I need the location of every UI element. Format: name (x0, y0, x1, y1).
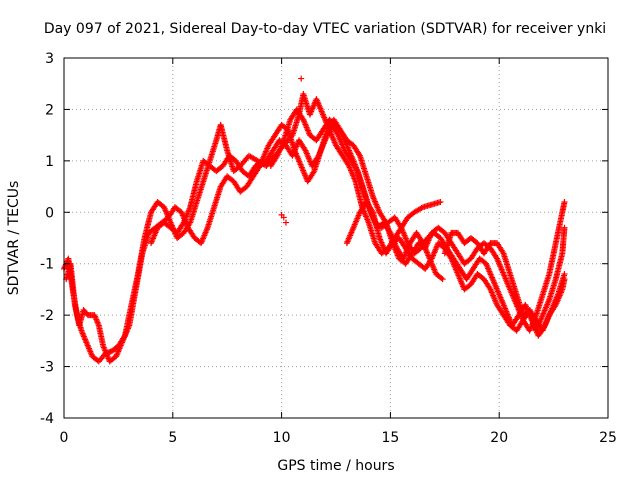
x-tick-label: 15 (381, 430, 399, 446)
data-point (437, 199, 444, 205)
y-axis-label: SDTVAR / TECUs (6, 181, 22, 296)
x-tick-label: 5 (168, 430, 177, 446)
grid-lines (64, 58, 608, 418)
data-point (439, 276, 446, 283)
x-axis-label: GPS time / hours (277, 458, 394, 474)
axis-ticks (63, 57, 609, 419)
data-point (561, 224, 568, 231)
y-tick-label: 0 (45, 205, 54, 221)
x-tick-label: 10 (273, 430, 291, 446)
y-tick-label: 1 (45, 154, 54, 170)
outlier-point (282, 219, 289, 226)
data-points (61, 75, 568, 365)
x-tick-label: 25 (599, 430, 617, 446)
y-tick-label: -3 (40, 360, 54, 376)
data-point (561, 271, 568, 277)
data-point (561, 199, 568, 205)
x-tick-label: 0 (60, 430, 69, 446)
plot-frame (63, 57, 609, 419)
y-tick-labels: 3 2 1 0 -1 -2 -3 -4 (40, 51, 54, 427)
outlier-points (278, 75, 305, 226)
outlier-point (298, 75, 305, 82)
data-point (438, 275, 445, 282)
y-tick-label: -4 (40, 411, 54, 427)
x-tick-label: 20 (490, 430, 508, 446)
y-tick-label: -1 (40, 257, 54, 273)
chart-title: Day 097 of 2021, Sidereal Day-to-day VTE… (44, 21, 606, 37)
series-t6 (441, 229, 568, 334)
outlier-point (278, 211, 285, 218)
y-tick-label: -2 (40, 308, 54, 324)
y-tick-label: 3 (45, 51, 54, 67)
y-tick-label: 2 (45, 102, 54, 118)
data-point (561, 276, 568, 283)
x-tick-labels: 0 5 10 15 20 25 (60, 430, 617, 446)
